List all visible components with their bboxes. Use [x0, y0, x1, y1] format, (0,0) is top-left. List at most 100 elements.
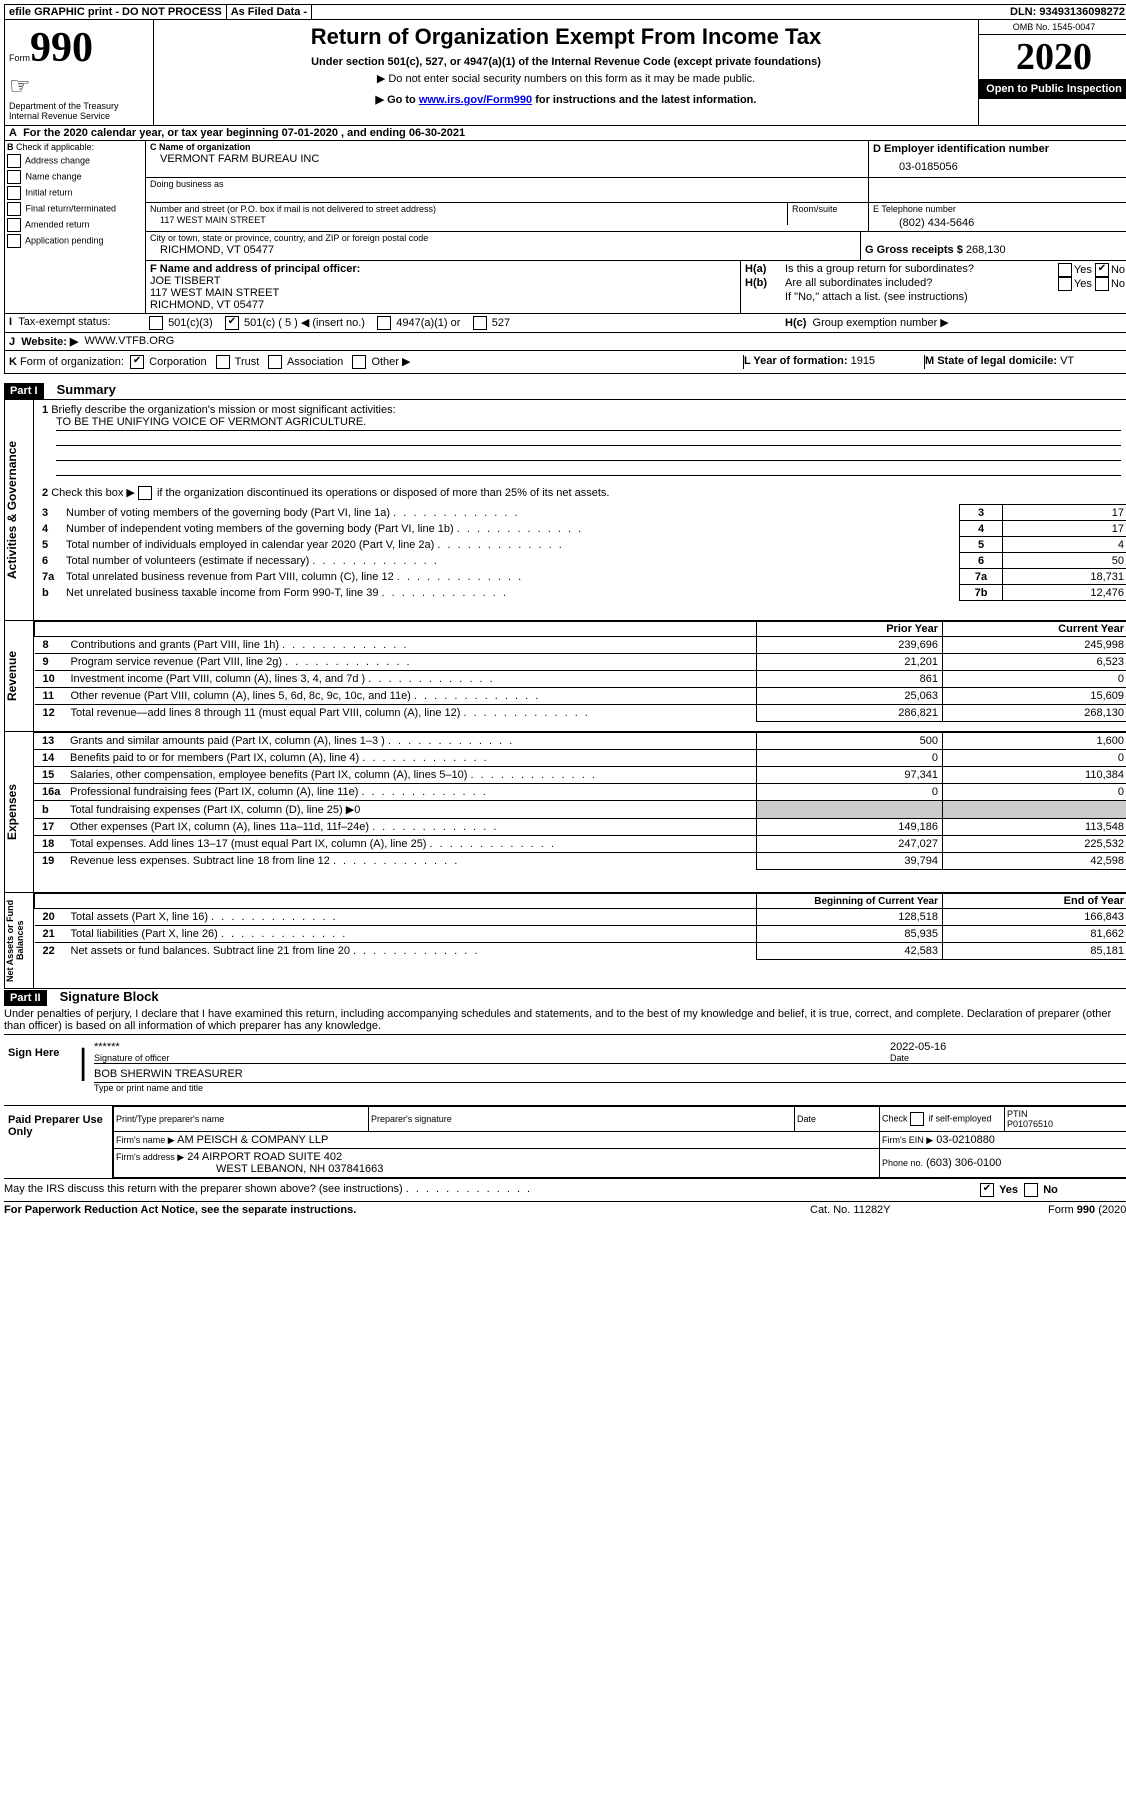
sig-stars: ****** [94, 1041, 890, 1053]
room-label: Room/suite [788, 203, 868, 215]
line-i: I Tax-exempt status: 501(c)(3) 501(c) ( … [4, 313, 1126, 333]
f-label: F Name and address of principal officer: [150, 263, 360, 275]
k-assoc-checkbox[interactable] [268, 355, 282, 369]
ha-text: Is this a group return for subordinates? [785, 263, 1058, 277]
form-footer-post: (2020) [1095, 1204, 1126, 1216]
sign-here-label: Sign Here [4, 1035, 82, 1105]
street-label: Number and street (or P.O. box if mail i… [146, 203, 787, 215]
part-i-body: Activities & Governance 1 Briefly descri… [4, 399, 1126, 621]
i-501c-checkbox[interactable] [225, 316, 239, 330]
form-title: Return of Organization Exempt From Incom… [158, 24, 974, 50]
discuss-yes: Yes [999, 1184, 1018, 1196]
entity-block: B Check if applicable: Address change Na… [4, 141, 1126, 313]
i-4947-checkbox[interactable] [377, 316, 391, 330]
ein-value: 03-0185056 [869, 157, 1126, 177]
form-header: Form990 ☞ Department of the Treasury Int… [4, 20, 1126, 126]
efile-text: efile GRAPHIC print - DO NOT PROCESS [5, 5, 227, 19]
ha-no-checkbox[interactable] [1095, 263, 1109, 277]
gross-receipts: 268,130 [966, 244, 1006, 256]
no-label: No [1111, 264, 1125, 276]
dln-label: DLN: [1010, 6, 1036, 18]
as-filed-text: As Filed Data - [227, 5, 312, 19]
self-emp-checkbox[interactable] [910, 1112, 924, 1126]
irs-discuss-row: May the IRS discuss this return with the… [4, 1179, 1126, 1202]
efile-bar: efile GRAPHIC print - DO NOT PROCESS As … [4, 4, 1126, 20]
paperwork-notice: For Paperwork Reduction Act Notice, see … [4, 1204, 810, 1216]
no-label2: No [1111, 278, 1125, 290]
discuss-no-checkbox[interactable] [1024, 1183, 1038, 1197]
q2-checkbox[interactable] [138, 486, 152, 500]
form-label: Form [9, 53, 30, 63]
k-corp-checkbox[interactable] [130, 355, 144, 369]
org-name: VERMONT FARM BUREAU INC [146, 153, 868, 169]
prep-sig-label: Preparer's signature [369, 1107, 795, 1132]
side-expenses: Expenses [5, 732, 19, 892]
self-emp-pre: Check [882, 1114, 910, 1124]
b-opt-checkbox[interactable] [7, 170, 21, 184]
discuss-no: No [1043, 1184, 1058, 1196]
b-opt-checkbox[interactable] [7, 218, 21, 232]
g-label: G Gross receipts $ [865, 244, 963, 256]
ptin-label: PTIN [1007, 1109, 1028, 1119]
i-o4: 527 [492, 317, 510, 329]
paid-preparer-block: Paid Preparer Use Only Print/Type prepar… [4, 1106, 1126, 1179]
footer-row: For Paperwork Reduction Act Notice, see … [4, 1202, 1126, 1218]
h-note: If "No," attach a list. (see instruction… [745, 291, 1125, 303]
b-opt-checkbox[interactable] [7, 202, 21, 216]
prep-print-label: Print/Type preparer's name [114, 1107, 369, 1132]
e-label: E Telephone number [869, 203, 1126, 215]
form-subtitle: Under section 501(c), 527, or 4947(a)(1)… [158, 56, 974, 68]
i-o3: 4947(a)(1) or [396, 317, 460, 329]
sig-officer-label: Signature of officer [94, 1053, 890, 1063]
hb-yes-checkbox[interactable] [1058, 277, 1072, 291]
b-opt-checkbox[interactable] [7, 186, 21, 200]
b-opt-checkbox[interactable] [7, 154, 21, 168]
k-other-checkbox[interactable] [352, 355, 366, 369]
revenue-block: Revenue Prior YearCurrent Year 8Contribu… [4, 621, 1126, 732]
mission-text: TO BE THE UNIFYING VOICE OF VERMONT AGRI… [56, 416, 1121, 431]
b-opt-checkbox[interactable] [7, 234, 21, 248]
q2-pre: Check this box ▶ [51, 487, 138, 499]
ptin-value: P01076510 [1007, 1119, 1053, 1129]
expenses-block: Expenses 13Grants and similar amounts pa… [4, 732, 1126, 893]
hb-label: H(b) [745, 277, 785, 291]
note-ssn: ▶ Do not enter social security numbers o… [158, 72, 974, 85]
sig-date-label: Date [890, 1053, 1126, 1063]
phone-value: (802) 434-5646 [869, 215, 1126, 231]
ha-yes-checkbox[interactable] [1058, 263, 1072, 277]
part-ii-header: Part II Signature Block [4, 989, 1126, 1006]
j-label: Website: ▶ [21, 336, 78, 348]
omb-no: OMB No. 1545-0047 [979, 20, 1126, 35]
side-netassets: Net Assets or Fund Balances [5, 893, 25, 988]
dba-label: Doing business as [146, 178, 868, 190]
firm-phone: (603) 306-0100 [926, 1157, 1001, 1169]
firm-ein-label: Firm's EIN ▶ [882, 1135, 933, 1145]
yes-label2: Yes [1074, 278, 1092, 290]
firm-name-label: Firm's name ▶ [116, 1135, 175, 1145]
part-ii-heading: Signature Block [50, 989, 159, 1004]
paid-label: Paid Preparer Use Only [4, 1106, 112, 1178]
firm-name: AM PEISCH & COMPANY LLP [177, 1134, 328, 1146]
dept-treasury: Department of the Treasury [9, 101, 149, 111]
sign-here-block: Sign Here ▏ ******Signature of officer 2… [4, 1035, 1126, 1106]
i-527-checkbox[interactable] [473, 316, 487, 330]
sig-date: 2022-05-16 [890, 1041, 1126, 1053]
part-i-header: Part I Summary [4, 382, 1126, 399]
goto-post: for instructions and the latest informat… [532, 94, 756, 106]
cat-no: Cat. No. 11282Y [810, 1204, 990, 1216]
l-value: 1915 [851, 355, 875, 367]
form-number: 990 [30, 25, 93, 71]
k-trust-checkbox[interactable] [216, 355, 230, 369]
d-label: D Employer identification number [869, 141, 1126, 157]
officer-printed-name: BOB SHERWIN TREASURER [94, 1068, 1126, 1083]
i-501c3-checkbox[interactable] [149, 316, 163, 330]
irs-link[interactable]: www.irs.gov/Form990 [419, 94, 532, 106]
k-corp: Corporation [149, 356, 206, 368]
part-ii-label: Part II [4, 990, 47, 1006]
discuss-yes-checkbox[interactable] [980, 1183, 994, 1197]
street-value: 117 WEST MAIN STREET [146, 215, 787, 225]
goto-pre: ▶ Go to [376, 94, 419, 106]
open-inspection: Open to Public Inspection [979, 79, 1126, 99]
city-label: City or town, state or province, country… [146, 232, 860, 244]
hb-no-checkbox[interactable] [1095, 277, 1109, 291]
